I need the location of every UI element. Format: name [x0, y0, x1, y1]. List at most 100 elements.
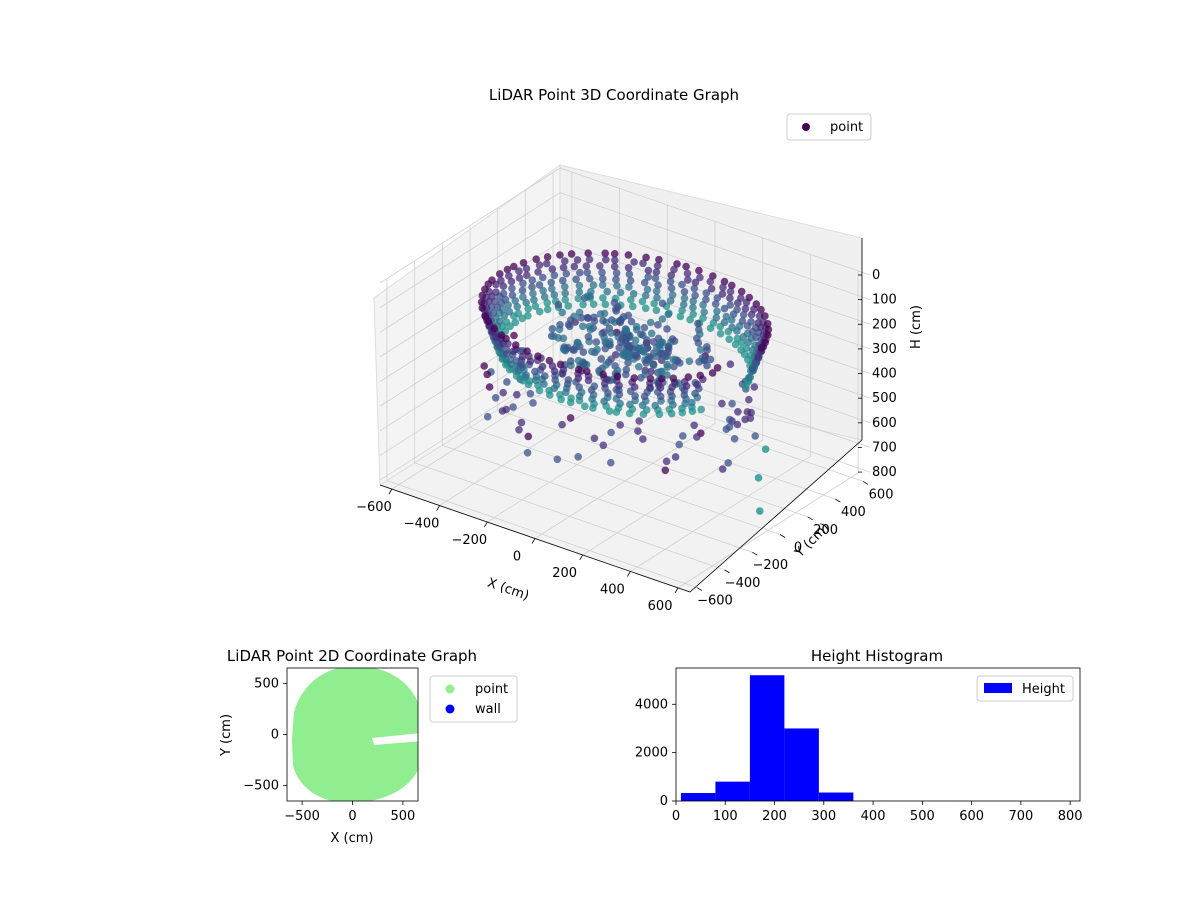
histogram-bar — [715, 781, 750, 801]
data-point-3d — [671, 453, 680, 461]
data-point-3d — [586, 292, 594, 301]
data-point-3d — [602, 361, 610, 369]
data-point-3d — [653, 262, 662, 270]
gap-2d — [372, 733, 418, 745]
data-point-3d — [510, 262, 518, 271]
data-point-3d — [645, 353, 653, 361]
x-tick-3d — [388, 488, 393, 495]
data-point-3d — [503, 265, 512, 274]
data-point-3d — [585, 274, 594, 283]
z-tick-label-3d: 200 — [872, 317, 897, 332]
y-tick-label-histogram: 0 — [660, 794, 668, 809]
data-point-3d — [726, 301, 734, 309]
data-point-3d — [750, 383, 759, 391]
x-tick-label-3d: −600 — [356, 500, 392, 515]
data-point-3d — [555, 325, 564, 334]
x-tick-label-histogram: 800 — [1058, 809, 1083, 824]
x-tick-label-histogram: 600 — [959, 809, 984, 824]
data-point-3d — [642, 359, 650, 367]
data-point-3d — [507, 277, 516, 286]
data-point-3d — [600, 328, 608, 337]
data-point-3d — [579, 348, 588, 357]
data-point-3d — [643, 285, 652, 294]
histogram-bar — [818, 792, 854, 801]
data-point-3d — [624, 311, 633, 320]
data-point-3d — [699, 314, 707, 322]
histogram-title: Height Histogram — [811, 647, 943, 665]
data-point-3d — [613, 366, 622, 375]
data-point-3d — [625, 270, 634, 279]
data-point-3d — [477, 298, 486, 307]
data-point-3d — [596, 310, 605, 318]
z-axis-label-3d: H (cm) — [909, 305, 924, 349]
data-point-3d — [480, 362, 489, 370]
data-point-3d — [670, 362, 678, 371]
data-point-3d — [570, 346, 578, 354]
data-point-3d — [640, 323, 649, 332]
x-tick-label-histogram: 200 — [762, 809, 787, 824]
chart-2d-title: LiDAR Point 2D Coordinate Graph — [227, 647, 477, 665]
data-point-3d — [651, 401, 659, 410]
data-point-3d — [504, 301, 512, 309]
y-tick-label-3d: 0 — [794, 541, 802, 556]
data-point-3d — [607, 355, 615, 364]
data-point-3d — [629, 302, 637, 311]
data-point-3d — [619, 349, 628, 358]
data-point-3d — [658, 367, 666, 376]
data-point-3d — [606, 337, 614, 346]
data-point-3d — [652, 306, 661, 315]
data-point-3d — [524, 432, 533, 441]
data-point-3d — [664, 310, 673, 319]
data-point-3d — [745, 395, 753, 404]
y-tick-label-3d: 400 — [841, 505, 866, 520]
data-point-3d — [624, 251, 633, 259]
data-point-3d — [519, 293, 527, 301]
data-point-3d — [716, 329, 725, 338]
x-axis-label-2d: X (cm) — [331, 831, 374, 846]
data-point-3d — [574, 294, 583, 303]
data-point-3d — [661, 466, 670, 475]
data-point-3d — [574, 453, 582, 461]
data-point-3d — [744, 374, 753, 382]
grid-line-z — [379, 167, 871, 284]
data-point-3d — [539, 286, 547, 295]
data-point-3d — [601, 249, 609, 258]
data-point-3d — [602, 255, 610, 264]
data-point-3d — [652, 268, 661, 276]
data-point-3d — [708, 369, 717, 377]
x-tick-label-histogram: 0 — [672, 809, 680, 824]
data-point-3d — [641, 304, 650, 313]
data-point-3d — [696, 371, 704, 380]
grid-line-x — [391, 172, 573, 490]
data-point-3d — [614, 303, 622, 311]
data-point-3d — [550, 271, 559, 280]
data-point-3d — [738, 317, 747, 325]
data-point-3d — [658, 374, 666, 383]
y-tick-label-3d: 600 — [869, 487, 894, 502]
histogram-ticks: 0 100 200 300 400 500 600 700 800 0 2000 4000 — [635, 697, 1083, 824]
data-point-3d — [655, 255, 663, 264]
data-point-3d — [575, 288, 584, 296]
data-point-3d — [748, 364, 757, 373]
z-tick-label-3d: 500 — [872, 391, 897, 406]
grid-line-y — [441, 243, 753, 553]
data-point-3d — [673, 260, 681, 268]
data-point-3d — [728, 399, 736, 408]
data-point-3d — [559, 276, 567, 285]
data-point-3d — [676, 312, 685, 321]
data-point-3d — [499, 282, 508, 291]
data-point-3d — [490, 324, 499, 333]
grid-line-z — [379, 315, 871, 432]
data-point-3d — [548, 265, 557, 273]
data-point-3d — [626, 400, 634, 409]
data-point-3d — [540, 293, 549, 301]
data-point-3d — [597, 355, 605, 363]
data-point-3d — [737, 338, 746, 347]
x-tick-label-histogram: 700 — [1008, 809, 1033, 824]
chart-histogram: Height Histogram 0 100 200 300 400 500 600 700 8… — [635, 647, 1083, 824]
legend-3d-label: point — [830, 120, 863, 135]
data-point-3d — [642, 253, 650, 262]
data-point-3d — [734, 408, 742, 416]
plot-area-2d — [287, 668, 418, 801]
